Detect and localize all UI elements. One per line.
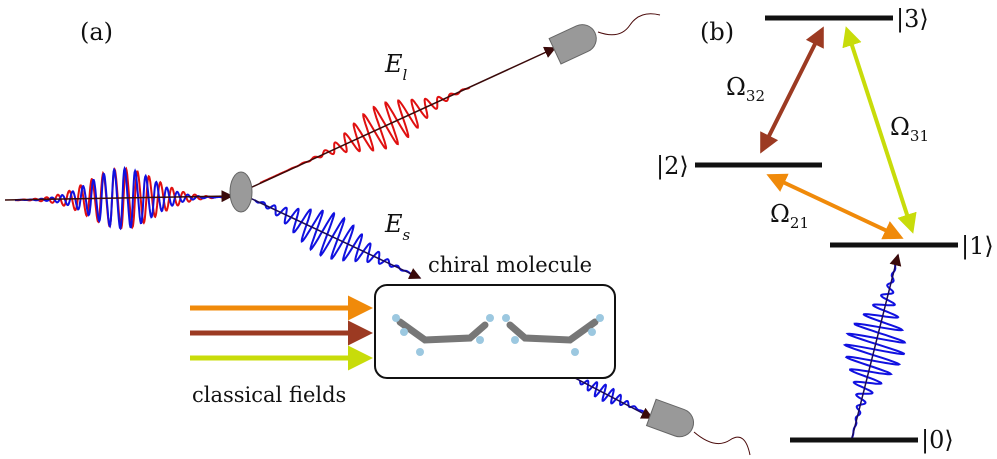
figure: (a) El Es chiral molecule classical fiel… [0,0,997,459]
beam-splitter [230,172,252,212]
coupling-32 [762,30,822,150]
coupling-label: Ω32 [726,73,765,105]
field-label: El [384,50,408,84]
panel-label: (a) [80,18,113,46]
detector-top [549,20,601,64]
level-label: |2⟩ [656,152,689,181]
cable [598,14,660,35]
beam-out [575,378,652,418]
fields-label: classical fields [192,383,346,407]
level-label: |3⟩ [896,5,929,34]
level-label: |0⟩ [921,426,954,455]
coupling-label: Ω31 [890,113,929,145]
cable [694,432,750,455]
coupling-label: Ω21 [770,200,809,232]
level-label: |1⟩ [961,232,994,261]
field-label: Es [384,210,411,244]
detector-bottom [647,399,698,440]
molecule-label: chiral molecule [428,253,592,277]
panel-label: (b) [700,18,734,46]
